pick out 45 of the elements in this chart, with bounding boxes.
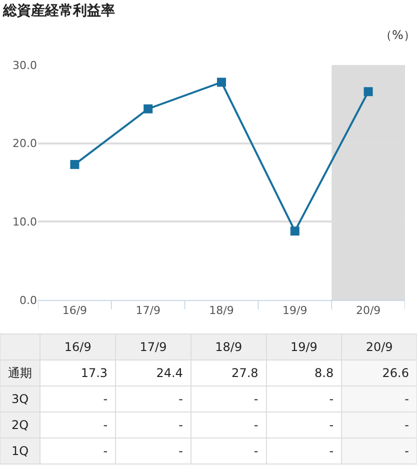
text: - [103, 418, 108, 432]
text: - [103, 392, 108, 406]
text: - [178, 444, 183, 458]
y-tick-label: 0.0 [20, 294, 37, 307]
text: - [404, 392, 409, 406]
point [364, 87, 373, 96]
category-label: 16/9 [64, 340, 92, 354]
category-label: 19/9 [290, 340, 318, 354]
x-tick-label: 20/9 [356, 304, 381, 318]
y-tick-label: 30.0 [12, 58, 37, 72]
legend-label: 2Q [12, 418, 29, 432]
point [144, 104, 153, 114]
category-label: 17/9 [140, 340, 167, 354]
x-tick-label: 18/9 [209, 304, 234, 318]
x-tick-label: 16/9 [62, 304, 88, 318]
legend-label: 3Q [12, 392, 29, 406]
y-tick-label: 20.0 [12, 137, 37, 150]
point [217, 78, 226, 87]
text: - [404, 418, 409, 432]
y-tick-label: 10.0 [12, 216, 37, 229]
text: - [254, 444, 258, 458]
text: - [103, 444, 108, 458]
data-label: 24.4 [156, 366, 183, 380]
text: - [178, 418, 183, 432]
data-label: 26.6 [382, 366, 409, 380]
text: - [254, 392, 258, 406]
point [290, 226, 300, 236]
text: - [254, 418, 258, 432]
x-tick-label: 19/9 [282, 304, 308, 318]
chart-title: 総資産経常利益率 [2, 2, 115, 19]
data-label: 8.8 [314, 366, 334, 380]
text: - [178, 392, 183, 406]
text: - [329, 444, 334, 458]
data-label: 27.8 [232, 366, 258, 380]
legend-label: 1Q [12, 444, 29, 458]
category-label: 18/9 [215, 340, 242, 354]
point [70, 160, 80, 169]
text: 通期 [8, 366, 32, 380]
y-axis-title: （%） [380, 28, 416, 42]
text: - [404, 444, 409, 458]
text: 20/9 [366, 340, 393, 354]
text: - [329, 418, 334, 432]
data-label: 17.3 [80, 366, 108, 380]
x-tick-label: 17/9 [136, 304, 160, 318]
text: - [329, 392, 334, 406]
